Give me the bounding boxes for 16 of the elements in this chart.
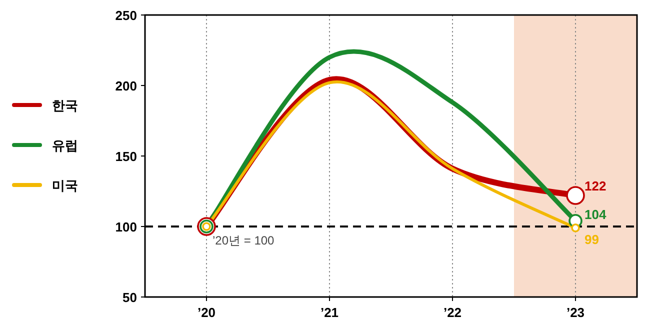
data-label: 99 <box>584 232 599 247</box>
y-tick-label: 150 <box>115 149 137 164</box>
legend-label: 유럽 <box>52 138 78 153</box>
annotation: ’20년 = 100 <box>212 234 275 248</box>
y-tick-label: 200 <box>115 78 137 94</box>
x-tick-label: ’22 <box>443 305 462 320</box>
data-label: 122 <box>584 178 606 194</box>
legend-label: 한국 <box>52 98 78 113</box>
x-tick-label: ’21 <box>320 305 339 320</box>
y-tick-label: 100 <box>115 220 137 234</box>
data-label: 104 <box>584 206 607 222</box>
legend-label: 미국 <box>52 178 78 193</box>
x-tick-label: ’20 <box>197 305 216 320</box>
y-tick-label: 250 <box>115 8 137 23</box>
y-tick-label: 50 <box>122 290 137 305</box>
x-tick-label: ’23 <box>566 305 585 320</box>
